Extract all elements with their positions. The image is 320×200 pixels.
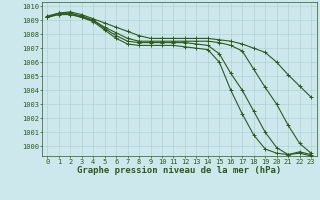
X-axis label: Graphe pression niveau de la mer (hPa): Graphe pression niveau de la mer (hPa): [77, 166, 281, 175]
